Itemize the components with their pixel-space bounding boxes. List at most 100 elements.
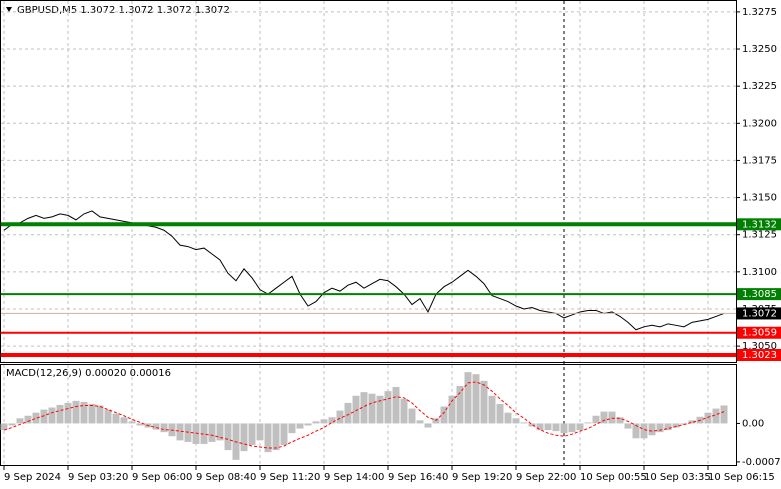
histogram-bar	[600, 411, 608, 424]
histogram-bar	[408, 408, 416, 424]
level-label-box	[737, 218, 781, 231]
y-tick-label: 1.3125	[742, 230, 777, 241]
histogram-bar	[64, 402, 72, 424]
histogram-bar	[376, 395, 384, 424]
histogram-bar	[96, 405, 104, 424]
histogram-bar	[184, 423, 192, 442]
histogram-bar	[200, 423, 208, 444]
histogram-bar	[664, 423, 672, 431]
histogram-bar	[584, 422, 592, 424]
x-tick-label: 9 Sep 14:00	[324, 472, 384, 483]
y-tick-label: 1.3225	[742, 81, 777, 92]
y-tick-label: 1.3275	[742, 7, 777, 18]
level-label: 1.3059	[742, 328, 777, 339]
histogram-bar	[512, 418, 520, 424]
histogram-bar	[656, 423, 664, 433]
histogram-bar	[352, 395, 360, 424]
histogram-bar	[568, 423, 576, 433]
histogram-bar	[304, 423, 312, 426]
histogram-bar	[256, 423, 264, 441]
histogram-bar	[336, 410, 344, 424]
x-tick-label: 9 Sep 2024	[4, 472, 61, 483]
y-tick-label: 1.3100	[742, 267, 777, 278]
histogram-bar	[456, 386, 464, 424]
histogram-bar	[112, 413, 120, 424]
x-tick-label: 9 Sep 08:40	[196, 472, 256, 483]
level-label-box	[737, 326, 781, 339]
histogram-bar	[8, 423, 16, 426]
histogram-bar	[592, 415, 600, 424]
macd-title: MACD(12,26,9) 0.00020 0.00016	[6, 368, 171, 379]
histogram-bar	[520, 422, 528, 424]
histogram-bar	[672, 423, 680, 428]
histogram-bar	[296, 423, 304, 429]
histogram-bar	[24, 415, 32, 424]
level-label: 1.3132	[742, 219, 777, 230]
histogram-bar	[416, 420, 424, 424]
histogram-bar	[128, 421, 136, 424]
y-tick-label: 1.3175	[742, 155, 777, 166]
histogram-bar	[392, 387, 400, 424]
histogram-bar	[344, 402, 352, 424]
level-label-box	[737, 288, 781, 301]
histogram-bar	[240, 423, 248, 452]
histogram-bar	[360, 392, 368, 424]
histogram-bar	[56, 404, 64, 424]
histogram-bar	[712, 408, 720, 424]
histogram-bar	[0, 423, 8, 431]
histogram-bar	[176, 423, 184, 441]
histogram-bar	[576, 423, 584, 431]
histogram-bar	[208, 423, 216, 442]
histogram-bar	[160, 423, 168, 433]
histogram-bar	[216, 423, 224, 441]
histogram-bar	[288, 423, 296, 434]
histogram-bar	[152, 423, 160, 430]
x-tick-label: 9 Sep 22:00	[516, 472, 576, 483]
histogram-bar	[704, 412, 712, 424]
histogram-bar	[16, 418, 24, 424]
histogram-bar	[368, 393, 376, 424]
histogram-bar	[72, 400, 80, 424]
histogram-bar	[136, 423, 144, 426]
histogram-bar	[632, 423, 640, 439]
y-tick-label: 1.3200	[742, 118, 777, 129]
histogram-bar	[88, 403, 96, 424]
histogram-bar	[648, 423, 656, 436]
histogram-bar	[264, 423, 272, 453]
histogram-bar	[48, 407, 56, 424]
histogram-bar	[248, 423, 256, 445]
histogram-bar	[312, 421, 320, 424]
histogram-bar	[720, 405, 728, 424]
histogram-bar	[400, 398, 408, 424]
histogram-bar	[488, 395, 496, 424]
histogram-bar	[464, 372, 472, 424]
histogram-bar	[472, 374, 480, 424]
histogram-bar	[192, 423, 200, 444]
level-label-box	[737, 349, 781, 361]
menu-triangle	[6, 7, 12, 12]
histogram-bar	[528, 423, 536, 427]
x-tick-label: 9 Sep 19:20	[452, 472, 512, 483]
histogram-bar	[440, 406, 448, 424]
histogram-bar	[104, 409, 112, 424]
y-tick-label: -0.00075	[742, 457, 781, 468]
histogram-bar	[80, 401, 88, 424]
histogram-bar	[616, 417, 624, 424]
histogram-bar	[120, 417, 128, 424]
histogram-bar	[272, 423, 280, 451]
histogram-bar	[640, 423, 648, 439]
histogram-bar	[424, 423, 432, 428]
level-label: 1.3072	[742, 308, 777, 319]
histogram-bar	[328, 417, 336, 424]
x-tick-label: 9 Sep 16:40	[388, 472, 448, 483]
y-tick-label: 1.3150	[742, 193, 777, 204]
x-tick-label: 10 Sep 00:55	[580, 472, 647, 483]
level-label: 1.3023	[742, 350, 777, 361]
histogram-bar	[552, 423, 560, 432]
histogram-bar	[624, 423, 632, 429]
signal-line	[3, 381, 725, 449]
histogram-bar	[448, 395, 456, 424]
x-tick-label: 9 Sep 03:20	[68, 472, 128, 483]
y-tick-label: 0.00	[742, 418, 764, 429]
